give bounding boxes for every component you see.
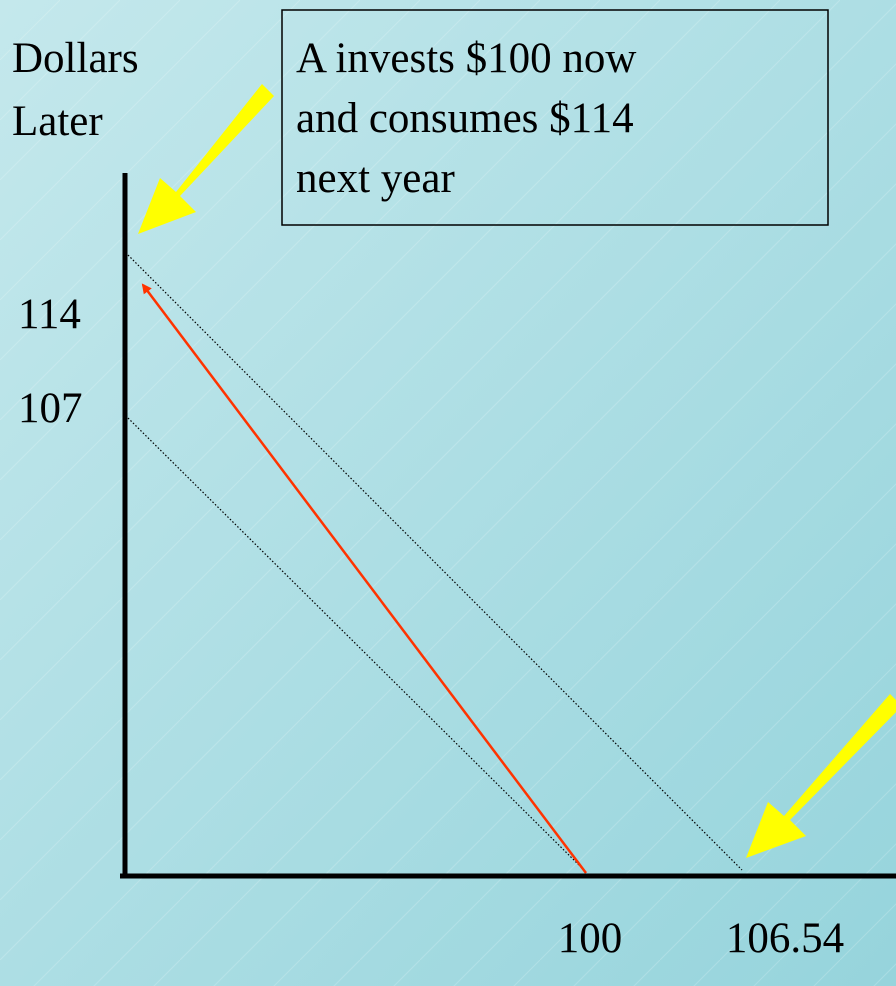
y-axis-label: Dollars <box>12 35 139 82</box>
y-tick-label: 107 <box>18 385 83 432</box>
y-tick-label: 114 <box>18 291 81 338</box>
x-tick-label: 100 <box>558 915 623 962</box>
budget-line <box>127 254 743 871</box>
callout-line: A invests $100 now <box>296 35 636 82</box>
callout-box <box>281 9 829 226</box>
budget-line <box>127 417 587 873</box>
x-tick-label: 106.54 <box>726 915 844 962</box>
callout-line: and consumes $114 <box>296 95 634 142</box>
pointer-arrow <box>746 694 896 858</box>
callout-line: next year <box>296 155 455 202</box>
investment-arrow <box>141 283 587 874</box>
y-axis-label: Later <box>12 98 103 145</box>
pointer-arrow <box>138 84 274 234</box>
